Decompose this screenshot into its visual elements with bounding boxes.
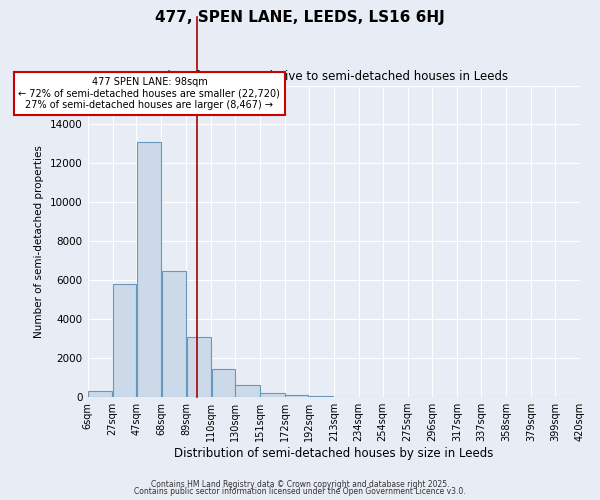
Text: 477 SPEN LANE: 98sqm
← 72% of semi-detached houses are smaller (22,720)
27% of s: 477 SPEN LANE: 98sqm ← 72% of semi-detac… [19,76,280,110]
Bar [212,369,235,397]
Text: Contains HM Land Registry data © Crown copyright and database right 2025.: Contains HM Land Registry data © Crown c… [151,480,449,489]
Text: 477, SPEN LANE, LEEDS, LS16 6HJ: 477, SPEN LANE, LEEDS, LS16 6HJ [155,10,445,25]
Bar [285,395,308,397]
Y-axis label: Number of semi-detached properties: Number of semi-detached properties [34,145,44,338]
X-axis label: Distribution of semi-detached houses by size in Leeds: Distribution of semi-detached houses by … [174,447,493,460]
Bar [88,391,112,397]
Bar [137,142,161,397]
Bar [187,336,211,397]
Bar [113,284,136,397]
Bar [235,386,260,397]
Bar [260,393,284,397]
Text: Contains public sector information licensed under the Open Government Licence v3: Contains public sector information licen… [134,487,466,496]
Bar [309,396,334,397]
Bar [161,270,186,397]
Title: Size of property relative to semi-detached houses in Leeds: Size of property relative to semi-detach… [160,70,508,83]
